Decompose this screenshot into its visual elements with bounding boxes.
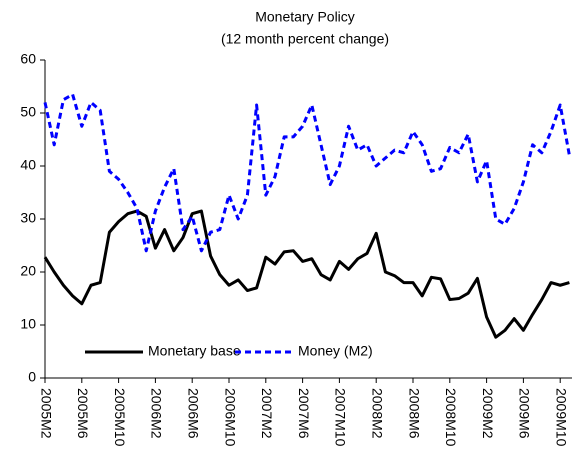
y-tick-label: 20: [20, 263, 36, 279]
line-series: [43, 209, 570, 339]
chart-title: Monetary Policy: [255, 9, 355, 25]
x-tick-label: 2007M10: [333, 388, 349, 447]
y-tick-label: 40: [20, 157, 36, 173]
y-tick-label: 50: [20, 104, 36, 120]
x-tick-label: 2008M10: [443, 388, 459, 447]
x-tick-label: 2006M2: [149, 388, 165, 439]
legend-label: Monetary base: [148, 343, 241, 359]
x-tick-label: 2009M2: [480, 388, 496, 439]
x-tick-label: 2006M6: [185, 388, 201, 439]
y-tick-label: 0: [28, 369, 36, 385]
x-tick-label: 2005M10: [112, 388, 128, 447]
x-tick-label: 2007M6: [296, 388, 312, 439]
x-tick-label: 2008M6: [406, 388, 422, 439]
y-tick-label: 30: [20, 210, 36, 226]
x-tick-label: 2008M2: [369, 388, 385, 439]
x-tick-label: 2009M6: [517, 388, 533, 439]
line-series: [43, 92, 571, 253]
x-tick-label: 2009M10: [553, 388, 569, 447]
chart-subtitle: (12 month percent change): [221, 31, 389, 47]
y-tick-label: 10: [20, 316, 36, 332]
x-tick-label: 2005M6: [75, 388, 91, 439]
x-tick-label: 2005M2: [38, 388, 54, 439]
legend-label: Money (M2): [298, 343, 373, 359]
x-tick-label: 2006M10: [222, 388, 238, 447]
x-tick-label: 2007M2: [259, 388, 275, 439]
y-tick-label: 60: [20, 51, 36, 67]
